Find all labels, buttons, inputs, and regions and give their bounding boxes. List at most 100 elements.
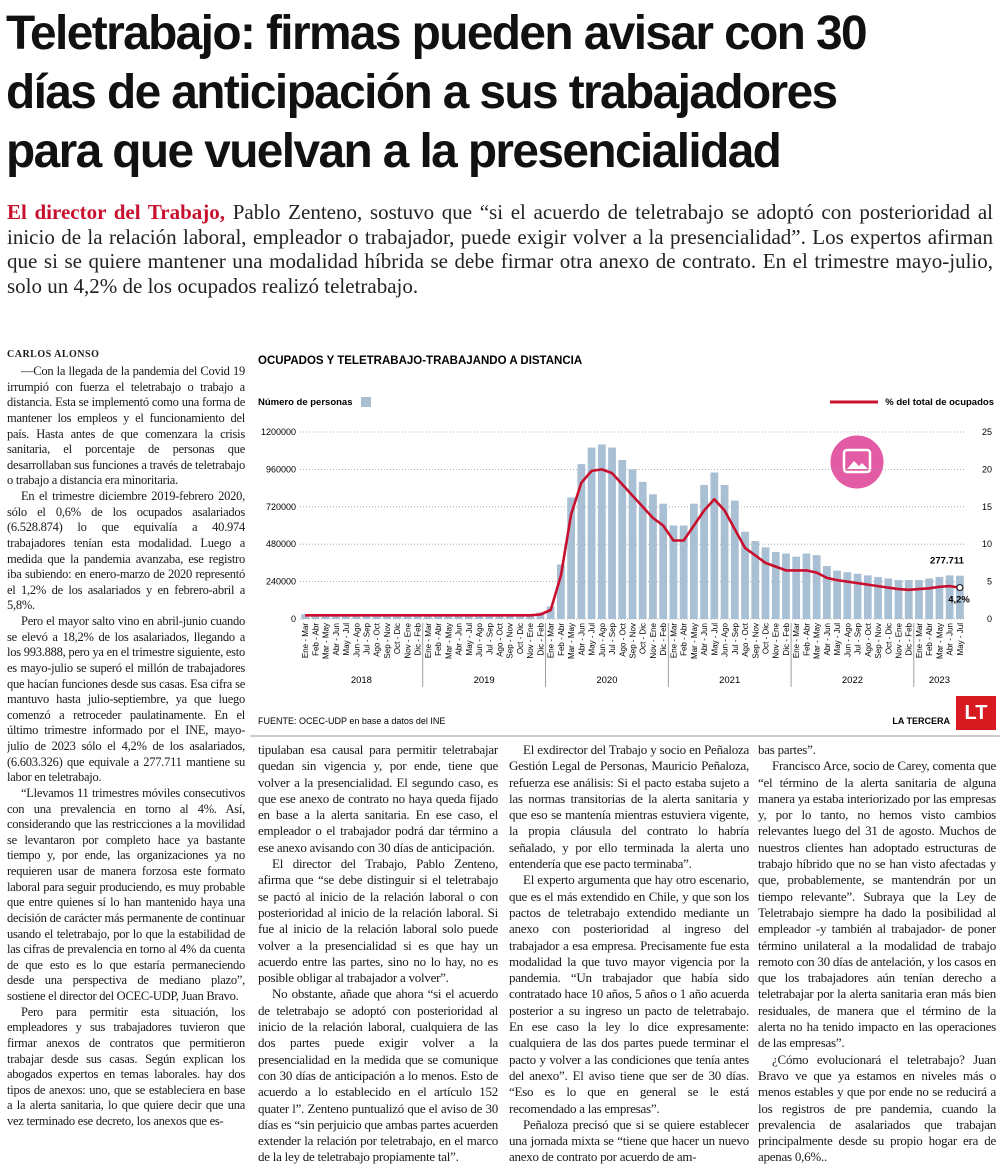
x-tick-label: Jun - Ago <box>475 622 484 656</box>
x-tick-label: Dic - Feb <box>536 622 545 655</box>
x-tick-label: Ago - Oct <box>373 622 382 657</box>
headline: Teletrabajo: firmas pueden avisar con 30… <box>6 4 996 181</box>
x-tick-label: Dic - Feb <box>905 622 914 655</box>
bar <box>485 614 494 619</box>
y-tick-label: 1200000 <box>261 427 296 437</box>
x-tick-label: Feb - Abr <box>311 623 320 656</box>
bar <box>925 578 934 619</box>
y-tick-label: 0 <box>291 614 296 624</box>
x-tick-label: Feb - Abr <box>802 623 811 656</box>
x-tick-label: Nov - Ene <box>895 622 904 658</box>
byline: CARLOS ALONSO <box>7 349 100 360</box>
bar <box>904 580 913 619</box>
article-column: CARLOS ALONSO —Con la llegada de la pande… <box>7 348 245 1168</box>
paragraph: bas partes”. <box>758 742 816 757</box>
x-tick-label: Ene - Mar <box>792 623 801 658</box>
x-tick-label: Abr - Jun <box>577 623 586 655</box>
x-tick-label: Sep - Nov <box>629 623 638 659</box>
bar <box>915 580 923 619</box>
headline-line: Teletrabajo: firmas pueden avisar con 30 <box>6 7 868 60</box>
x-tick-label: Ago - Oct <box>618 622 627 657</box>
x-tick-label: Ene - Mar <box>669 623 678 658</box>
bar <box>833 570 842 619</box>
bar <box>853 573 862 619</box>
x-tick-label: Feb - Abr <box>557 623 566 656</box>
bar <box>771 551 780 619</box>
value-label: 277.711 <box>930 556 965 567</box>
x-tick-label: Jul - Sep <box>363 622 372 654</box>
lead-kicker: El director del Trabajo, <box>7 200 226 224</box>
bar <box>802 553 811 619</box>
bar <box>331 614 340 619</box>
x-tick-label: Nov - Ene <box>526 622 535 658</box>
bar <box>311 614 320 619</box>
x-tick-label: Abr - Jun <box>946 623 955 655</box>
bar <box>475 614 483 619</box>
bar <box>372 614 381 619</box>
bar <box>843 572 852 619</box>
bar <box>464 614 473 619</box>
x-tick-label: Feb - Abr <box>434 623 443 656</box>
paragraph: “Llevamos 11 trimestres móviles consecut… <box>7 785 245 1003</box>
bar <box>587 447 596 619</box>
headline-line: días de anticipación a sus trabajadores <box>6 66 838 119</box>
bar <box>710 472 719 619</box>
paragraph: En el trimestre diciembre 2019-febrero 2… <box>7 489 245 613</box>
paragraph: El director del Trabajo, Pablo Zenteno, … <box>258 856 498 986</box>
x-tick-label: Jun - Ago <box>721 622 730 656</box>
bar <box>546 606 555 619</box>
x-tick-label: Sep - Nov <box>874 623 883 659</box>
x-tick-label: Jul - Sep <box>854 622 863 654</box>
x-tick-label: Mar - May <box>322 623 331 659</box>
bar <box>423 614 432 619</box>
x-tick-label: Ene - Mar <box>915 623 924 658</box>
y-tick-label: 720000 <box>266 502 296 512</box>
x-tick-label: Oct - Dic <box>639 623 648 654</box>
bar <box>822 566 831 619</box>
x-tick-label: Abr - Jun <box>455 623 464 655</box>
x-tick-label: Nov - Ene <box>403 622 412 658</box>
paragraph: —Con la llegada de la pandemia del Covid… <box>7 364 245 488</box>
x-tick-label: May - Jul <box>833 623 842 656</box>
bar <box>700 484 709 619</box>
paragraph: tipulaban esa causal para permitir telet… <box>258 742 498 855</box>
paragraph: El exdirector del Trabajo y socio en Peñ… <box>509 742 749 872</box>
article-column: tipulaban esa causal para permitir telet… <box>258 742 498 1169</box>
bar <box>689 503 698 619</box>
bar <box>526 614 535 619</box>
lead: El director del Trabajo, Pablo Zenteno, … <box>7 200 993 298</box>
x-tick-label: Sep - Nov <box>383 623 392 659</box>
y2-tick-label: 5 <box>987 577 992 587</box>
x-tick-label: Mar - May <box>567 623 576 659</box>
bar <box>383 614 391 619</box>
x-tick-label: Abr - Jun <box>823 623 832 655</box>
bar <box>495 614 504 619</box>
bar <box>863 575 872 619</box>
x-tick-label: Ago - Oct <box>496 622 505 657</box>
x-tick-label: Jul - Sep <box>731 622 740 654</box>
bar <box>955 575 964 619</box>
x-tick-label: Ene - Mar <box>547 623 556 658</box>
x-tick-label: Mar - May <box>690 623 699 659</box>
x-tick-label: May - Jul <box>342 623 351 656</box>
x-tick-label: Abr - Jun <box>700 623 709 655</box>
logo: LT <box>965 702 988 724</box>
bar <box>782 553 790 619</box>
x-tick-label: Mar - May <box>813 623 822 659</box>
year-label: 2021 <box>719 675 740 686</box>
bar <box>874 576 882 619</box>
brand: LA TERCERA <box>892 716 950 726</box>
bar <box>792 556 801 619</box>
x-tick-label: Dic - Feb <box>414 622 423 655</box>
bar <box>505 614 514 619</box>
x-tick-label: Sep - Nov <box>751 623 760 659</box>
x-tick-label: May - Jul <box>956 623 965 656</box>
x-tick-label: May - Jul <box>710 623 719 656</box>
x-tick-label: Jun - Ago <box>598 622 607 656</box>
bar <box>741 531 749 619</box>
bar <box>577 464 586 619</box>
x-tick-label: Nov - Ene <box>772 622 781 658</box>
year-label: 2023 <box>929 675 950 686</box>
x-tick-label: Oct - Dic <box>393 623 402 654</box>
bar <box>720 484 729 619</box>
